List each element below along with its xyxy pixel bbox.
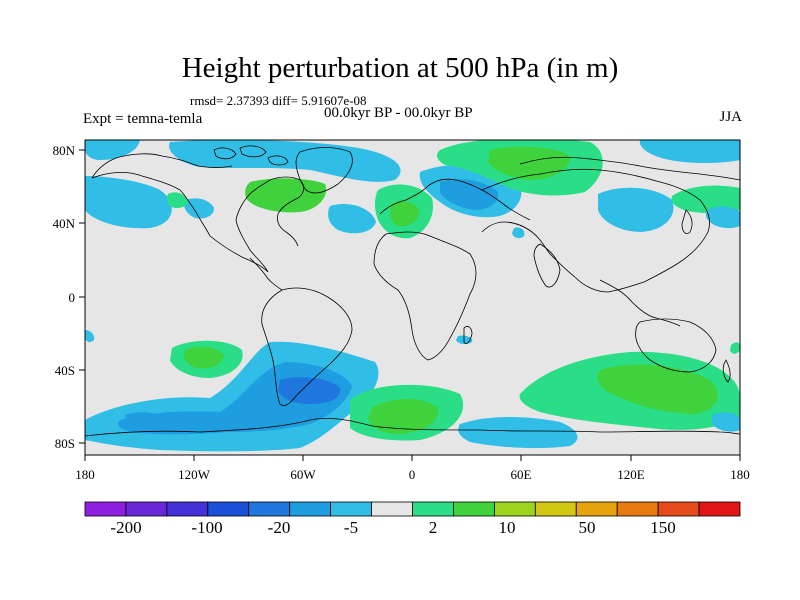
colorbar-swatch <box>84 501 127 517</box>
contour-south-atlantic-green-core <box>368 399 439 434</box>
y-tick-label: 40N <box>53 216 76 231</box>
coast-europe <box>379 178 531 221</box>
contour-small-patch-west <box>85 330 95 343</box>
season-label: JJA <box>719 109 742 125</box>
contour-us-blue <box>184 198 214 219</box>
colorbar-swatch <box>534 501 577 517</box>
colorbar-swatch <box>698 501 741 517</box>
contour-arctic-west <box>85 140 140 160</box>
coast-antarctica <box>85 418 740 437</box>
contour-japan-blue <box>705 206 740 229</box>
colorbar-swatch <box>125 501 168 517</box>
contour-arctic-east <box>639 140 740 163</box>
coast-north-america <box>91 172 304 273</box>
x-tick-label: 180 <box>730 467 750 482</box>
coast-asia <box>481 168 710 293</box>
colorbar-swatch <box>575 501 618 517</box>
contour-antarctic-blue-east <box>712 412 740 432</box>
coast-new-zealand <box>722 359 731 383</box>
y-axis-labels: 80N 40N 0 40S 80S <box>53 143 76 451</box>
coast-arctic-russia <box>519 156 740 181</box>
colorbar-swatch <box>371 501 413 517</box>
coast-japan <box>681 209 693 234</box>
contour-south-pacific-green-core <box>184 346 224 369</box>
coast-greenland <box>295 147 353 194</box>
colorbar-label: 50 <box>579 518 596 537</box>
contour-atlantic-blue <box>328 203 376 234</box>
contour-fill-layer <box>85 140 740 452</box>
experiment-label: Expt = temna-temla <box>83 111 203 127</box>
coast-india <box>533 243 561 288</box>
x-tick-label: 120E <box>617 467 645 482</box>
rmsd-diff-stats: rmsd= 2.37393 diff= 5.91607e-08 <box>190 93 367 108</box>
y-tick-label: 80N <box>53 143 76 158</box>
colorbar <box>84 501 741 517</box>
coast-south-america <box>261 287 353 406</box>
coast-arctic-islands <box>213 145 289 166</box>
coast-southeast-asia <box>599 279 681 327</box>
coast-africa <box>373 231 477 361</box>
colorbar-label: -100 <box>191 518 222 537</box>
coast-madagascar <box>463 326 473 344</box>
contour-siberia-green-core <box>488 146 571 180</box>
colorbar-label: 10 <box>499 518 516 537</box>
contour-antarctic-blue <box>458 417 578 449</box>
colorbar-swatch <box>657 501 700 517</box>
coast-central-america <box>249 257 283 291</box>
contour-north-pacific <box>85 176 172 229</box>
contour-russia-blue-core <box>440 179 499 210</box>
colorbar-swatch <box>248 501 291 517</box>
contour-europe-green-core <box>390 201 420 227</box>
x-tick-label: 60E <box>511 467 532 482</box>
colorbar-swatch <box>207 501 250 517</box>
contour-drake-dark-blue <box>278 377 341 404</box>
y-tick-label: 40S <box>55 363 75 378</box>
contour-us-green <box>166 192 188 209</box>
contour-east-asia-blue <box>598 187 674 232</box>
coast-alaska <box>91 153 233 179</box>
contour-small-patch-atl <box>512 227 525 239</box>
x-tick-label: 180 <box>75 467 95 482</box>
colorbar-swatch <box>493 501 536 517</box>
contour-greenland-green <box>245 178 327 213</box>
coast-australia <box>635 318 717 373</box>
contour-canada-blue <box>169 140 401 182</box>
colorbar-label: -5 <box>344 518 358 537</box>
contour-south-pacific-west-mid <box>125 412 165 427</box>
period-label: 00.0kyr BP - 00.0kyr BP <box>324 105 473 121</box>
colorbar-label: 150 <box>650 518 676 537</box>
colorbar-swatch <box>330 501 372 517</box>
colorbar-label: 2 <box>429 518 438 537</box>
x-tick-label: 0 <box>409 467 416 482</box>
colorbar-swatch <box>453 501 495 517</box>
y-tick-label: 80S <box>55 436 75 451</box>
colorbar-label: -20 <box>268 518 291 537</box>
colorbar-swatch <box>166 501 209 517</box>
axis-ticks <box>79 149 741 461</box>
colorbar-swatch <box>412 501 454 517</box>
map-title: Height perturbation at 500 hPa (in m) <box>181 52 619 84</box>
y-tick-label: 0 <box>69 290 76 305</box>
x-tick-label: 60W <box>290 467 316 482</box>
contour-south-indian-green-core <box>597 364 718 414</box>
coastline-layer <box>85 145 740 437</box>
colorbar-swatch <box>616 501 659 517</box>
colorbar-label: -200 <box>110 518 141 537</box>
x-tick-label: 120W <box>178 467 211 482</box>
x-axis-labels: 180 120W 60W 0 60E 120E 180 <box>75 467 750 482</box>
contour-small-patch-east <box>730 342 740 354</box>
colorbar-swatch <box>289 501 332 517</box>
colorbar-labels: -200 -100 -20 -5 2 10 50 150 <box>110 518 675 537</box>
